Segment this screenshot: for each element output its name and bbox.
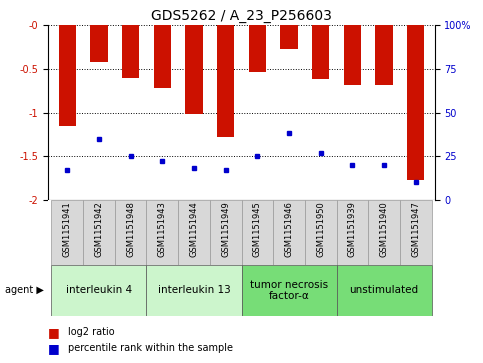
Bar [52,265,146,316]
Bar [280,25,298,49]
Text: GSM1151949: GSM1151949 [221,201,230,257]
Bar [249,25,266,73]
Bar [337,200,368,265]
Bar [305,200,337,265]
Text: GSM1151945: GSM1151945 [253,201,262,257]
Bar [368,200,400,265]
Bar [273,200,305,265]
Text: ■: ■ [48,326,60,339]
Text: GSM1151940: GSM1151940 [380,201,388,257]
Title: GDS5262 / A_23_P256603: GDS5262 / A_23_P256603 [151,9,332,23]
Text: log2 ratio: log2 ratio [68,327,114,337]
Text: GSM1151948: GSM1151948 [126,201,135,257]
Text: GSM1151944: GSM1151944 [189,201,199,257]
Text: tumor necrosis
factor-α: tumor necrosis factor-α [250,280,328,301]
Bar [52,200,83,265]
Text: GSM1151946: GSM1151946 [284,201,294,257]
Bar [337,265,431,316]
Text: ■: ■ [48,342,60,355]
Bar [242,200,273,265]
Bar [58,25,76,126]
Bar [83,200,115,265]
Bar [185,25,203,114]
Bar [154,25,171,88]
Bar [343,25,361,85]
Text: interleukin 13: interleukin 13 [157,285,230,295]
Bar [312,25,329,79]
Bar [400,200,431,265]
Bar [90,25,108,62]
Text: GSM1151942: GSM1151942 [95,201,103,257]
Text: GSM1151939: GSM1151939 [348,201,357,257]
Bar [217,25,234,137]
Text: GSM1151947: GSM1151947 [411,201,420,257]
Bar [210,200,242,265]
Bar [375,25,393,85]
Text: agent ▶: agent ▶ [5,285,43,295]
Text: interleukin 4: interleukin 4 [66,285,132,295]
Bar [407,25,425,180]
Text: percentile rank within the sample: percentile rank within the sample [68,343,233,354]
Bar [178,200,210,265]
Bar [146,265,242,316]
Bar [115,200,146,265]
Text: unstimulated: unstimulated [350,285,419,295]
Bar [122,25,140,78]
Text: GSM1151950: GSM1151950 [316,201,325,257]
Bar [242,265,337,316]
Text: GSM1151943: GSM1151943 [158,201,167,257]
Bar [146,200,178,265]
Text: GSM1151941: GSM1151941 [63,201,72,257]
